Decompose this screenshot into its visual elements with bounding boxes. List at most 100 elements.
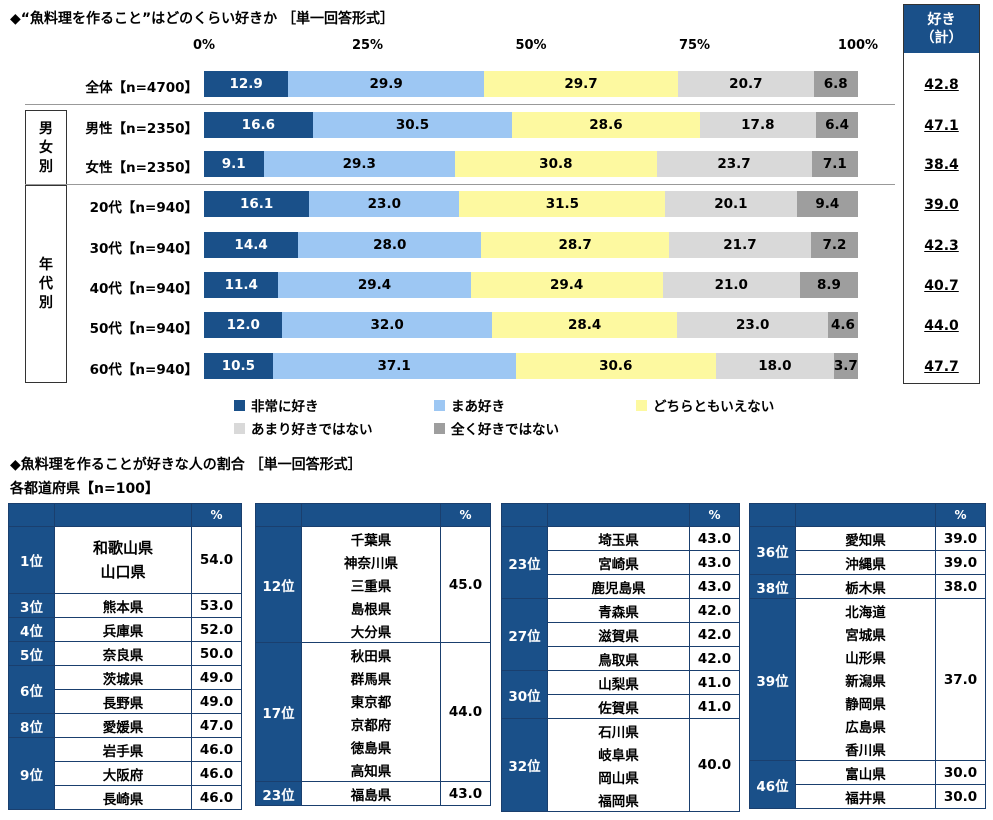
bar-segment: 29.4 [470, 272, 663, 298]
table-row: 岡山県 [502, 765, 740, 788]
legend-item: 非常に好き [234, 395, 319, 415]
ranking-header-cell: % [935, 503, 986, 527]
ranking-table: % 23位 埼玉県 43.0 宮崎県 43.0 鹿児島県 43.0 27位 青森県 42.0 滋賀県 4… [501, 503, 740, 812]
prefecture-cell: 宮城県 [795, 622, 936, 645]
bar-segment: 11.4 [204, 272, 279, 298]
rank-cell: 32位 [501, 718, 548, 812]
legend-swatch [434, 422, 445, 434]
ranking-header-cell: % [440, 503, 491, 527]
bar-segment: 23.7 [656, 151, 812, 177]
ranking-header-cell [795, 503, 936, 527]
ranking-header-row: % [255, 503, 491, 527]
bar-segment: 12.0 [204, 312, 283, 338]
prefecture-cell: 岐阜県 [547, 742, 690, 765]
table-row: 群馬県 [256, 666, 491, 689]
value-cell: 41.0 [689, 670, 740, 695]
bar-segment: 8.9 [799, 272, 858, 298]
table-row: 佐賀県 41.0 [502, 694, 740, 719]
bar-segment: 37.1 [272, 353, 516, 379]
like-total-header-line2: （計） [920, 30, 963, 46]
bar-segment: 32.0 [282, 312, 492, 338]
prefecture-cell: 愛知県 [795, 526, 936, 551]
ranking-header-cell: % [191, 503, 242, 527]
prefecture-cell: 徳島県 [301, 735, 441, 758]
prefecture-cell: 東京都 [301, 689, 441, 712]
rank-cell: 8位 [8, 713, 55, 738]
table-row: 福岡県 [502, 788, 740, 812]
category-label: 全体【n=4700】 [85, 80, 199, 96]
bar-segment: 30.5 [312, 112, 513, 138]
category-label: 女性【n=2350】 [85, 160, 199, 176]
table-row: 1位 和歌山県 山口県 54.0 [8, 526, 242, 594]
value-cell: 46.0 [191, 785, 242, 810]
value-cell: 52.0 [191, 617, 242, 642]
like-total-value: 38.4 [924, 157, 959, 173]
value-cell: 37.0 [935, 598, 986, 761]
category-label: 60代【n=940】 [89, 362, 198, 378]
ranking-header-cell [501, 503, 548, 527]
prefecture-cell: 福岡県 [547, 788, 690, 812]
table-row: 島根県 [256, 596, 491, 619]
ranking-header-row: % [8, 503, 242, 527]
table-row: 広島県 [750, 714, 986, 737]
rank-cell: 6位 [8, 665, 55, 714]
rank-cell: 23位 [501, 526, 548, 599]
bar-segment: 10.5 [204, 353, 273, 379]
category-label: 50代【n=940】 [89, 321, 198, 337]
bar-segment: 9.1 [204, 151, 264, 177]
table-row: 大阪府 46.0 [9, 761, 242, 786]
prefecture-name: 和歌山県 [92, 539, 153, 557]
value-cell: 39.0 [935, 526, 986, 551]
value-cell: 43.0 [689, 550, 740, 575]
value-cell: 43.0 [689, 526, 740, 551]
group-label-char: 男 [39, 120, 53, 137]
value-cell: 49.0 [191, 665, 242, 690]
ranking-title: ◆魚料理を作ることが好きな人の割合 ［単一回答形式］ [10, 457, 362, 473]
rank-cell: 5位 [8, 641, 55, 666]
prefecture-cell: 島根県 [301, 596, 441, 619]
prefecture-cell: 和歌山県 山口県 [54, 526, 192, 594]
prefecture-cell: 香川県 [795, 737, 936, 761]
like-total-header: 好き （計） [904, 5, 979, 53]
bar-segment: 30.6 [515, 353, 716, 379]
prefecture-cell: 群馬県 [301, 666, 441, 689]
prefecture-cell: 山形県 [795, 645, 936, 668]
bar-segment: 7.2 [810, 232, 858, 258]
group-label-char: 代 [39, 275, 53, 292]
ranking-subtitle: 各都道府県【n=100】 [10, 481, 159, 497]
like-total-value: 42.8 [924, 77, 959, 93]
table-row: 46位 富山県 30.0 [749, 760, 986, 809]
like-total-value: 40.7 [924, 278, 959, 294]
x-tick-label: 0% [192, 38, 216, 53]
value-cell: 41.0 [689, 694, 740, 719]
rank-cell: 12位 [255, 526, 302, 643]
bar-segment: 28.6 [512, 112, 700, 138]
category-label: 40代【n=940】 [89, 281, 198, 297]
value-cell: 47.0 [191, 713, 242, 738]
ranking-header-cell [301, 503, 441, 527]
bar-segment: 4.6 [827, 312, 858, 338]
bar-segment: 3.7 [833, 353, 858, 379]
bar-segment: 20.1 [665, 191, 797, 217]
table-row: 福井県 30.0 [750, 784, 986, 809]
prefecture-cell: 大阪府 [54, 761, 192, 786]
bar-segment: 6.4 [816, 112, 858, 138]
like-total-value: 47.1 [924, 118, 959, 134]
value-cell: 42.0 [689, 622, 740, 647]
x-tick-label: 100% [837, 38, 879, 53]
ranking-header-cell [8, 503, 55, 527]
bar-segment: 18.0 [715, 353, 834, 379]
prefecture-cell: 埼玉県 [547, 526, 690, 551]
prefecture-cell: 福井県 [795, 784, 936, 809]
bar-segment: 14.4 [204, 232, 299, 258]
row-separator [25, 104, 895, 105]
bar-segment: 16.6 [204, 112, 313, 138]
bar-segment: 31.5 [459, 191, 666, 217]
table-row: 岐阜県 [502, 742, 740, 765]
table-row: 23位 福島県 43.0 [255, 781, 491, 806]
rank-cell: 36位 [749, 526, 796, 575]
like-total-value: 44.0 [924, 318, 959, 334]
value-cell: 54.0 [191, 526, 242, 594]
ranking-header-cell [255, 503, 302, 527]
bar-segment: 9.4 [796, 191, 858, 217]
